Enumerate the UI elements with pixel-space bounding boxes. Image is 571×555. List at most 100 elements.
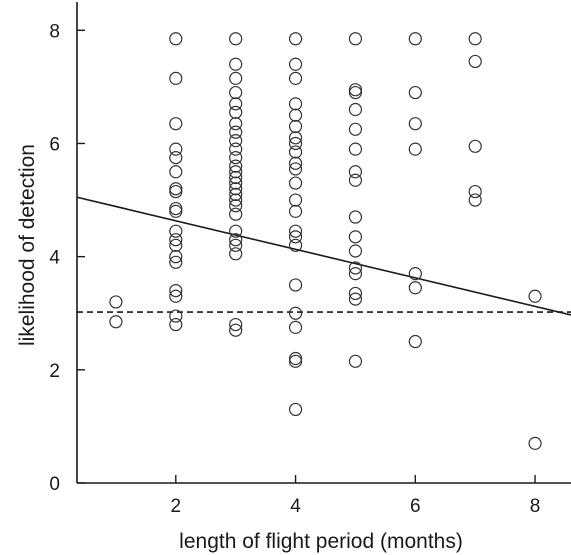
data-point [288,71,303,85]
plot-area [76,196,571,316]
data-point [169,255,183,269]
data-point [229,151,243,165]
y-axis-label: likelihood of detection [16,144,39,346]
axes [76,2,571,484]
data-point [348,85,363,100]
data-point [348,173,363,187]
data-point [169,238,183,252]
data-point [229,85,243,100]
data-point [468,54,482,69]
data-point [288,162,303,176]
data-point [288,156,303,170]
data-point [348,286,363,301]
data-point [408,32,422,46]
data-point [408,334,422,349]
data-point [229,142,243,156]
data-point [288,306,303,320]
x-tick-label: 4 [290,496,301,517]
data-point [169,71,183,85]
data-point [229,32,243,46]
data-point [348,292,363,306]
data-point [528,436,542,450]
x-tick-label: 6 [410,496,421,517]
data-point [288,320,303,334]
data-point [169,32,183,46]
data-point [229,170,243,185]
data-point [288,119,303,134]
data-point [348,142,363,156]
data-point [229,165,243,179]
data-point [229,71,243,85]
data-point [169,151,183,165]
y-tick-label: 6 [49,134,60,155]
data-point [348,261,363,275]
data-point [288,131,303,145]
data-point [229,199,243,213]
data-point [169,309,183,323]
data-point [348,210,363,224]
data-point [288,32,303,46]
data-point [288,204,303,218]
data-point [348,267,363,281]
data-point [169,201,183,216]
data-point [169,224,183,238]
data-point [468,32,482,46]
data-point [169,289,183,303]
data-point [348,32,363,46]
data-point [288,238,303,252]
y-tick-label: 0 [49,474,60,495]
data-point [169,284,183,298]
data-point [348,165,363,179]
data-point [348,102,363,117]
y-tick-label: 8 [49,21,60,42]
data-point [408,281,422,295]
data-point [229,224,243,238]
data-point [229,159,243,173]
data-point [528,289,542,303]
data-point [408,267,422,281]
y-tick-label: 2 [49,361,60,382]
data-point [229,125,243,139]
data-point [229,105,243,119]
data-point [229,57,243,71]
y-tick-label: 4 [49,248,60,269]
data-point [288,176,303,190]
regression-line [76,196,571,316]
data-point [288,97,303,111]
data-point [229,134,243,148]
data-point [288,224,303,238]
data-point [169,184,183,199]
data-point [229,97,243,111]
data-point [229,182,243,196]
data-point [169,204,183,218]
data-point [348,122,363,136]
data-point [348,244,363,258]
data-points [109,32,542,450]
data-point [229,238,243,252]
data-point [229,117,243,131]
data-point [348,83,363,97]
data-point [169,182,183,196]
data-point [169,250,183,264]
data-point [109,295,123,309]
data-point [288,351,303,366]
data-point [468,193,482,207]
data-point [408,117,422,131]
data-point [288,354,303,368]
data-point [348,354,363,368]
data-point [169,165,183,179]
data-point [229,323,243,337]
data-point [229,317,243,332]
data-point [229,233,243,247]
data-point [468,139,482,153]
data-point [229,187,243,201]
data-point [229,247,243,261]
data-point [229,193,243,207]
data-point [109,315,123,329]
data-point [169,233,183,247]
data-point [169,117,183,131]
data-point [348,230,363,244]
data-point [408,142,422,156]
data-point [288,193,303,207]
data-point [169,142,183,156]
